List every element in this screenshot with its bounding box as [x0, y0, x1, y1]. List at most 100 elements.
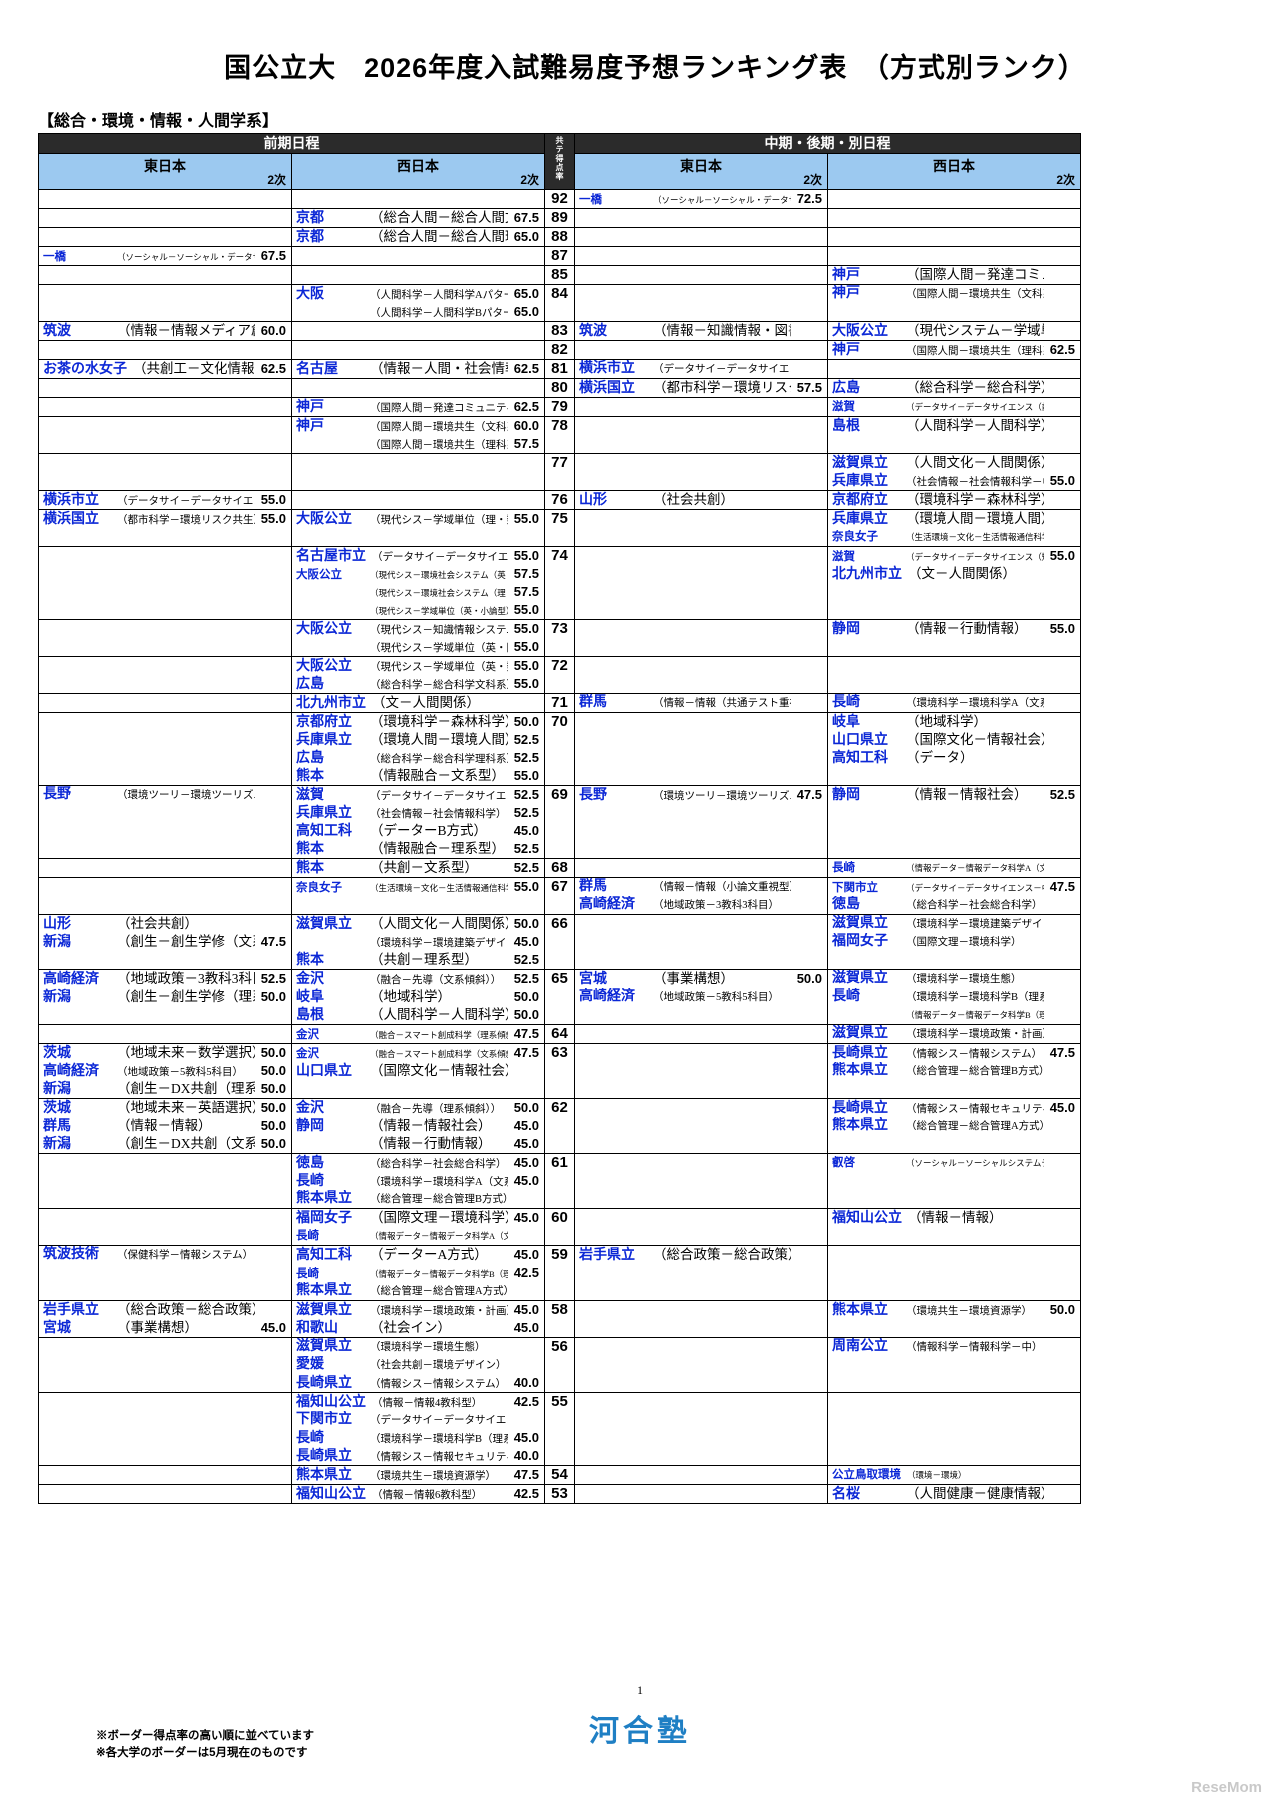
university-name: 滋賀県立 [832, 1026, 888, 1041]
cell-kouki-west [827, 656, 1081, 694]
university-name: 広島 [832, 381, 860, 396]
cell-zenki-west: 名古屋 （情報－人間・社会情報） 62.5 [291, 359, 545, 379]
university-name: 静岡 [832, 622, 860, 637]
department-name: （現代シス－学域単位（英・国型）） [370, 643, 508, 654]
empty-cell [39, 1485, 291, 1503]
table-row: 大阪 （人間科学－人間科学Aパターン） 65.0 （人間科学－人間科学Bパターン） 65… [38, 284, 1081, 322]
table-entry: 長崎 （環境科学－環境科学A（文系）） 45.0 [292, 1172, 544, 1190]
empty-cell [39, 547, 291, 565]
table-entry: 大阪公立 （現代シス－学域単位（英・数型）） 55.0 [292, 657, 544, 675]
secondary-score: 50.0 [260, 989, 286, 1004]
university-name: 長崎県立 [296, 1449, 352, 1464]
table-row: 82 神戸 （国際人間－環境共生（理科系）） 62.5 [38, 340, 1081, 360]
department-name: （総合政策－総合政策） [117, 1302, 255, 1317]
university-name: 下関市立 [832, 882, 878, 894]
university-name: 山形 [579, 493, 607, 508]
university-name: 京都 [296, 230, 324, 245]
university-name: 徳島 [832, 897, 860, 912]
department-name: （データ） [906, 750, 974, 765]
table-entry: 滋賀県立 （人間文化－人間関係） [828, 454, 1080, 472]
department-name: （事業構想） [117, 1320, 198, 1335]
university-name: 滋賀県立 [296, 1339, 352, 1354]
cell-zenki-east: 山形 （社会共創） 新潟 （創生－創生学修（文系）） 47.5 [38, 914, 292, 970]
secondary-score: 55.0 [513, 658, 539, 673]
empty-cell [575, 547, 827, 565]
empty-cell [575, 657, 827, 675]
cell-kouki-east [574, 1153, 828, 1209]
department-name: （環境科学－環境政策・計画） [370, 1306, 508, 1317]
table-entry: 和歌山 （社会イン） 45.0 [292, 1319, 544, 1337]
university-name: 奈良女子 [832, 531, 878, 543]
department-name: （環境科学－森林科学） [370, 714, 508, 729]
cell-zenki-west: 名古屋市立 （データサイ－データサイエンス） 55.0 大阪公立 （現代シス－環境社会シ… [291, 546, 545, 620]
table-entry: 岐阜 （地域科学） 50.0 [292, 988, 544, 1006]
table-entry: 熊本県立 （環境共生－環境資源学） 50.0 [828, 1301, 1080, 1319]
table-entry: 京都府立 （環境科学－森林科学） 50.0 [292, 713, 544, 731]
score-rate-cell: 63 [544, 1043, 575, 1099]
empty-cell [39, 209, 291, 227]
department-name: （データサイ－データサイエンス（前期型）） [906, 402, 1044, 412]
table-entry: 山形 （社会共創） [575, 491, 827, 509]
page-title: 国公立大 2026年度入試難易度予想ランキング表 （方式別ランク） [224, 53, 1086, 83]
university-name: 北九州市立 [832, 567, 902, 582]
table-entry: 筑波 （情報－知識情報・図書館） [575, 322, 827, 340]
score-rate-cell: 61 [544, 1153, 575, 1209]
score-rate-cell: 78 [544, 416, 575, 454]
cell-kouki-east: 宮城 （事業構想） 50.0 高崎経済 （地域政策－5教科5科目） [574, 969, 828, 1025]
department-name: （国際人間－発達コミュニティ） [906, 267, 1044, 282]
secondary-score: 50.0 [260, 1118, 286, 1133]
university-name: 島根 [832, 419, 860, 434]
secondary-score: 62.5 [1049, 342, 1075, 357]
table-entry: 徳島 （総合科学－社会総合科学） 45.0 [292, 1154, 544, 1172]
department-name: （環境科学－環境生態） [906, 974, 1022, 985]
secondary-score: 50.0 [513, 1100, 539, 1115]
secondary-score: 55.0 [513, 621, 539, 636]
secondary-score: 45.0 [260, 1320, 286, 1335]
cell-zenki-west: 滋賀県立 （環境科学－環境生態） 愛媛 （社会共創－環境デザイン） 長崎県立 （情報シス－… [291, 1337, 545, 1393]
table-row: 筑波技術 （保健科学－情報システム） 高知工科 （データーA方式） 45.0 長崎 （情報デ… [38, 1245, 1081, 1301]
department-name: （総合人間－総合人間理系） [370, 229, 508, 244]
secondary-score: 45.0 [513, 934, 539, 949]
empty-cell [575, 915, 827, 933]
secondary-score: 50.0 [260, 1100, 286, 1115]
cell-kouki-east: 群馬 （情報－情報（小論文重視型）） 高崎経済 （地域政策－3教科3科目） [574, 877, 828, 915]
university-name: 滋賀県立 [832, 971, 888, 986]
table-entry: 新潟 （創生－DX共創（理系）） 50.0 [39, 1080, 291, 1098]
cell-kouki-east: 群馬 （情報－情報（共通テスト重視型）） [574, 693, 828, 713]
department-name: （文－人間関係） [908, 566, 1016, 581]
table-entry: 一橋 （ソーシャル－ソーシャル・データサイエンス） 72.5 [575, 190, 827, 208]
table-entry: 群馬 （情報－情報（小論文重視型）） [575, 878, 827, 896]
university-name: 熊本県立 [296, 1468, 352, 1483]
secondary-score: 72.5 [796, 191, 822, 206]
empty-cell [39, 454, 291, 472]
secondary-score: 40.0 [513, 1448, 539, 1463]
cell-zenki-east [38, 656, 292, 694]
university-name: 滋賀 [296, 788, 324, 803]
secondary-score: 60.0 [513, 418, 539, 433]
table-entry: 長崎 （環境科学－環境科学A（文系）） [828, 694, 1080, 712]
cell-zenki-west: 神戸 （国際人間－発達コミュニティ） 62.5 [291, 397, 545, 417]
empty-cell [39, 285, 291, 303]
empty-cell [575, 1393, 827, 1411]
department-name: （情報－情報（小論文重視型）） [653, 882, 791, 893]
table-entry: 福岡女子 （国際文理－環境科学） 45.0 [292, 1209, 544, 1227]
table-entry: 群馬 （情報－情報（共通テスト重視型）） [575, 694, 827, 712]
university-name: 滋賀県立 [296, 1303, 352, 1318]
empty-cell [292, 491, 544, 509]
university-name: 長野 [43, 787, 71, 802]
table-entry: 宮城 （事業構想） 50.0 [575, 970, 827, 988]
cell-kouki-east [574, 340, 828, 360]
department-name: （人間文化－人間関係） [370, 916, 508, 931]
empty-cell [292, 247, 544, 265]
cell-kouki-east [574, 1392, 828, 1466]
table-row: 92 一橋 （ソーシャル－ソーシャル・データサイエンス） 72.5 [38, 189, 1081, 209]
table-entry: 公立鳥取環境 （環境－環境） [828, 1466, 1080, 1484]
department-name: （社会共創） [653, 492, 734, 507]
table-entry: 広島 （総合科学－総合科学） [828, 379, 1080, 397]
university-name: 熊本県立 [832, 1063, 888, 1078]
header-kouki-west: 西日本 2次 [827, 153, 1081, 190]
secondary-score: 50.0 [260, 1063, 286, 1078]
university-name: 神戸 [832, 343, 860, 358]
table-entry: 長野 （環境ツーリ－環境ツーリズム） [39, 786, 291, 804]
table-entry: 滋賀県立 （環境科学－環境政策・計画） [828, 1025, 1080, 1043]
